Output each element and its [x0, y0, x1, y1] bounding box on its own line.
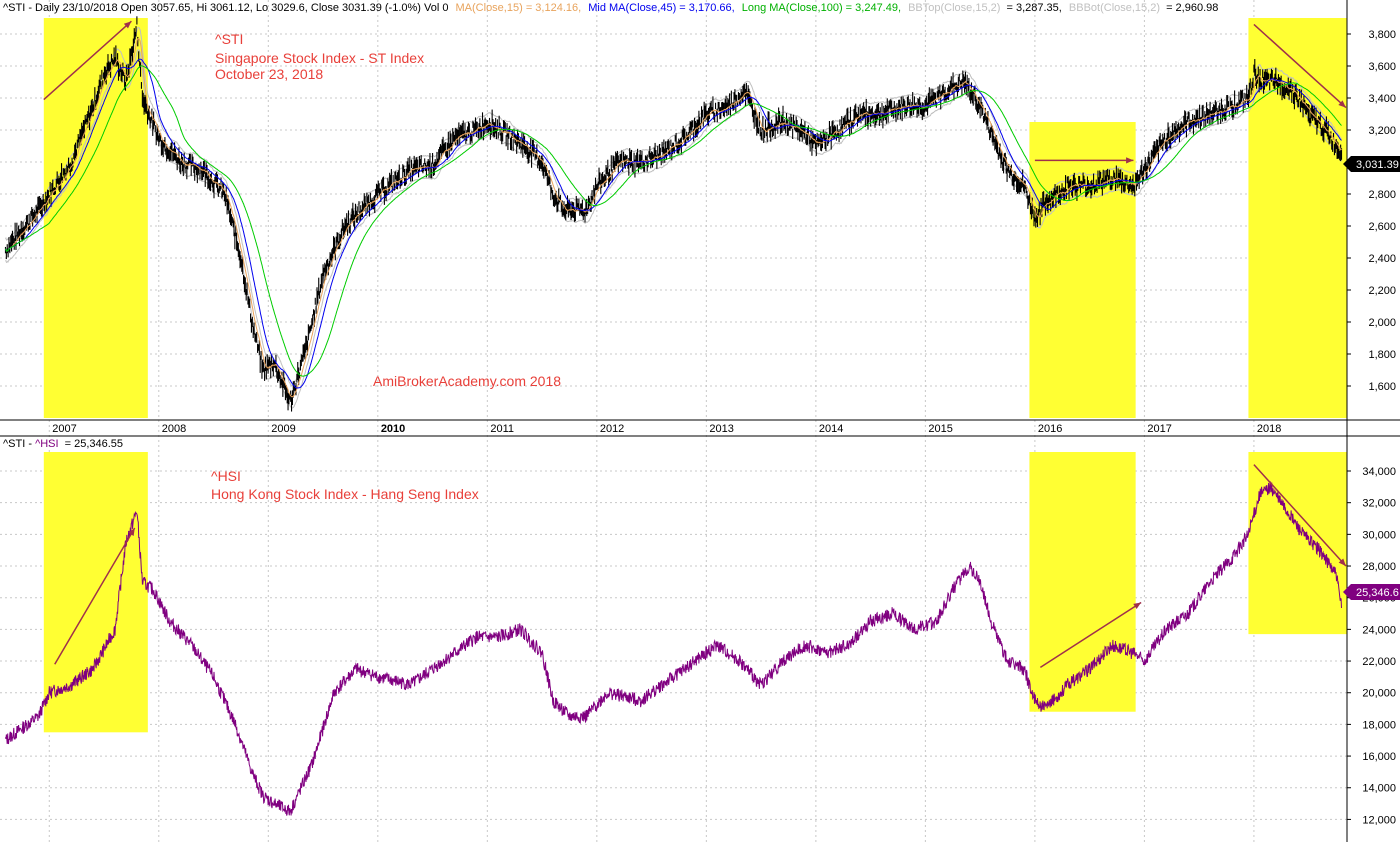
sti-ma45-line: [5, 58, 1342, 389]
x-tick-label: 2011: [490, 423, 514, 435]
sti-ma15-line: [5, 38, 1342, 398]
arrow-head: [1338, 100, 1346, 108]
x-axis-labels: 2007 2008 2009 2010 2011 2012 2013 2014 2015 2016…: [52, 423, 1281, 435]
sti-trend-arrow-2018: [1253, 23, 1347, 109]
arrow-head: [128, 528, 135, 536]
watermark: AmiBrokerAcademy.com 2018: [373, 373, 561, 389]
hsi-y-tick-label: 34,000: [1362, 466, 1396, 478]
sti-trend-arrow-2016: [1034, 157, 1134, 164]
sti-y-tick-label: 3,400: [1368, 93, 1396, 105]
sti-y-tick-label: 3,200: [1368, 125, 1396, 137]
x-tick-label: 2013: [709, 423, 733, 435]
sti-header: ^STI - Daily 23/10/2018 Open 3057.65, Hi…: [3, 2, 1218, 14]
hsi-y-tick-label: 16,000: [1362, 751, 1396, 763]
sti-last-value: 3,031.39: [1356, 159, 1399, 171]
hsi-highlight-zone: [43, 452, 148, 733]
sti-ma100-line: [5, 65, 1342, 377]
hsi-header: ^STI - ^HSI = 25,346.55: [3, 438, 123, 450]
sti-name-annotation: Singapore Stock Index - ST Index: [215, 50, 424, 66]
sti-y-tick-label: 3,600: [1368, 61, 1396, 73]
y-axis-ticks: 1,6001,8002,0002,2002,4002,6002,8003,000…: [1362, 29, 1396, 826]
hsi-trend-arrow-2018: [1253, 464, 1347, 567]
sti-trend-arrow-2007: [43, 20, 132, 101]
arrow-layer: [43, 20, 1347, 669]
arrow-shaft: [1039, 601, 1142, 669]
x-tick-label: 2014: [819, 423, 843, 435]
hsi-y-tick-label: 18,000: [1362, 719, 1396, 731]
arrow-shaft: [43, 20, 132, 101]
arrow-shaft: [1253, 23, 1347, 109]
x-tick-label: 2009: [271, 423, 295, 435]
sti-date-annotation: October 23, 2018: [215, 66, 323, 82]
hsi-last-value: 25,346.6: [1356, 587, 1399, 599]
sti-y-tick-label: 2,200: [1368, 285, 1396, 297]
grid-layer: [0, 0, 1351, 842]
sti-y-tick-label: 1,600: [1368, 381, 1396, 393]
hsi-symbol-annotation: ^HSI: [211, 468, 241, 484]
sti-highlight-zone: [1029, 122, 1136, 418]
sti-bb-top-line: [5, 26, 1342, 387]
series-layer: [4, 16, 1343, 816]
sti-y-tick-label: 2,000: [1368, 317, 1396, 329]
hsi-name-annotation: Hong Kong Stock Index - Hang Seng Index: [211, 486, 479, 502]
sti-y-tick-label: 2,600: [1368, 221, 1396, 233]
arrow-head: [1338, 558, 1346, 567]
arrow-head: [123, 21, 132, 29]
arrow-shaft: [54, 527, 136, 665]
sti-y-tick-label: 3,800: [1368, 29, 1396, 41]
hsi-last-value-tag: 25,346.6: [1343, 584, 1400, 600]
sti-y-tick-label: 2,400: [1368, 253, 1396, 265]
x-tick-label: 2007: [52, 423, 76, 435]
sti-y-tick-label: 1,800: [1368, 349, 1396, 361]
hsi-y-tick-label: 22,000: [1362, 656, 1396, 668]
x-tick-label: 2015: [928, 423, 952, 435]
hsi-y-tick-label: 24,000: [1362, 624, 1396, 636]
hsi-y-tick-label: 30,000: [1362, 529, 1396, 541]
arrow-head: [1133, 602, 1142, 610]
hsi-trend-arrow-2016: [1039, 601, 1142, 669]
arrow-head: [1126, 157, 1134, 164]
x-tick-label: 2018: [1257, 423, 1281, 435]
sti-y-tick-label: 2,800: [1368, 189, 1396, 201]
x-tick-label: 2008: [162, 423, 186, 435]
hsi-y-tick-label: 12,000: [1362, 814, 1396, 826]
hsi-y-tick-label: 28,000: [1362, 561, 1396, 573]
hsi-series-line: [5, 481, 1342, 816]
x-tick-label: 2017: [1147, 423, 1171, 435]
sti-symbol-annotation: ^STI: [215, 31, 243, 47]
x-tick-label: 2016: [1038, 423, 1062, 435]
hsi-y-tick-label: 20,000: [1362, 688, 1396, 700]
sti-last-value-tag: 3,031.39: [1343, 156, 1400, 172]
x-tick-label: 2010: [381, 423, 405, 435]
hsi-y-tick-label: 14,000: [1362, 783, 1396, 795]
x-tick-label: 2012: [600, 423, 624, 435]
arrow-shaft: [1253, 464, 1347, 567]
hsi-y-tick-label: 32,000: [1362, 498, 1396, 510]
hsi-highlight-zone: [1248, 452, 1347, 635]
hsi-trend-arrow-2007: [54, 527, 136, 665]
